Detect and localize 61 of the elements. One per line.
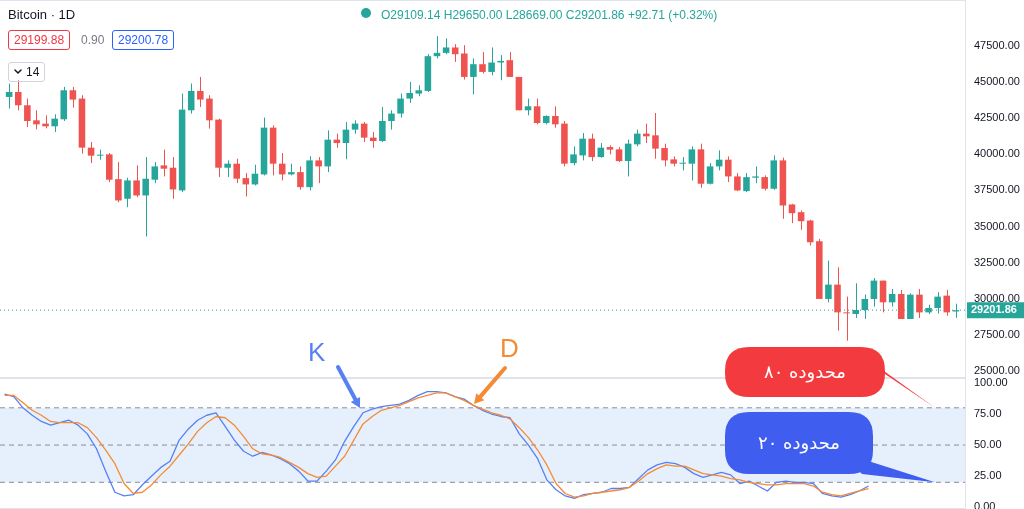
y-tick-label: 25000.00: [974, 363, 1020, 376]
candlestick: [115, 161, 122, 203]
y-tick-label: 40000.00: [974, 147, 1020, 160]
y-tick-label: 25.00: [974, 469, 1002, 482]
annotation: محدوده ۸۰: [725, 347, 885, 397]
series-label: D: [500, 333, 519, 364]
annotation: 29200.78: [118, 33, 169, 47]
y-tick-label: 27500.00: [974, 327, 1020, 340]
candlestick: [14, 79, 22, 111]
candlestick: [406, 81, 413, 104]
candlestick: [215, 118, 222, 178]
candlestick: [761, 174, 768, 191]
candlestick: [379, 106, 386, 143]
candlestick: [60, 86, 68, 122]
y-tick-label: 32500.00: [974, 255, 1020, 268]
candlestick: [415, 84, 423, 97]
y-tick-label: 45000.00: [974, 75, 1020, 88]
candlestick: [106, 152, 113, 183]
y-tick-label: 100.00: [974, 376, 1008, 388]
candlestick: [570, 145, 577, 166]
candlestick: [297, 165, 304, 191]
candlestick: [33, 109, 40, 130]
candlestick: [197, 76, 204, 108]
candlestick: [897, 289, 905, 320]
candlestick: [816, 238, 823, 300]
candlestick: [233, 158, 240, 184]
candlestick: [907, 292, 914, 320]
annotation: 0.90: [81, 33, 105, 47]
candlestick: [561, 120, 568, 167]
y-tick-label: 35000.00: [974, 219, 1020, 232]
y-tick-label: 37500.00: [974, 183, 1020, 196]
candlestick: [24, 98, 31, 128]
candlestick: [133, 164, 140, 198]
candlestick: [515, 76, 523, 111]
candlestick: [743, 172, 750, 193]
candlestick: [734, 172, 741, 192]
annotation: 29199.88: [14, 33, 65, 47]
candlestick: [670, 155, 677, 167]
candlestick: [470, 57, 477, 95]
candlestick: [479, 51, 486, 75]
y-tick-label: 75.00: [974, 407, 1002, 420]
candlestick: [397, 93, 404, 119]
candlestick: [461, 44, 468, 81]
candlestick: [124, 177, 131, 208]
candlestick: [306, 155, 313, 191]
text: Bitcoin · 1D: [8, 7, 76, 22]
text: O29109.14 H29650.00 L28669.00 C29201.86 +92.71 (+0.32%): [381, 8, 718, 22]
candlestick: [652, 112, 659, 160]
candlestick: [160, 149, 168, 177]
candlestick: [497, 54, 504, 81]
candlestick: [315, 156, 322, 184]
annotation: محدوده ۲۰: [725, 412, 873, 474]
y-tick-label: 42500.00: [974, 111, 1020, 124]
ref-line-label: 29201.86: [971, 303, 1017, 316]
y-tick-label: 47500.00: [974, 39, 1020, 52]
annotation: 14: [26, 65, 40, 79]
y-tick-label: 50.00: [974, 438, 1002, 451]
candlestick: [752, 165, 759, 184]
y-tick-label: 30000.00: [974, 291, 1020, 304]
candlestick: [224, 159, 231, 178]
text: K: [308, 337, 326, 368]
